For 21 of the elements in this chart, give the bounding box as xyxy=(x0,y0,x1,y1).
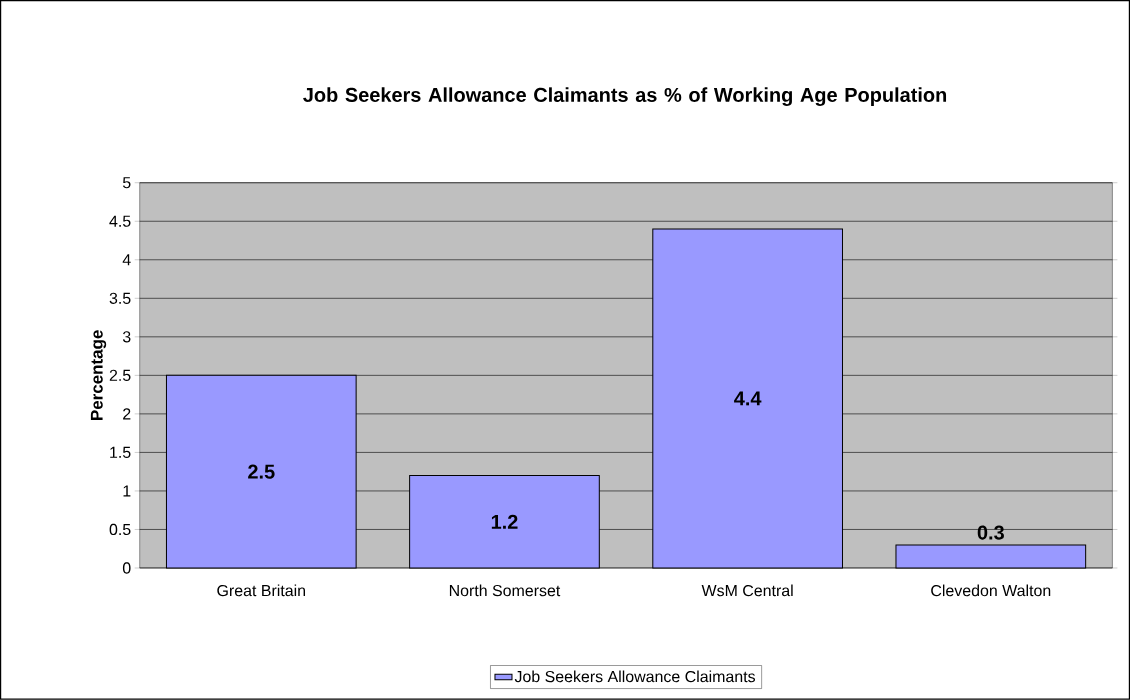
chart-title: Job Seekers Allowance Claimants as % of Working Age Population xyxy=(303,87,947,107)
x-tick-label: North Somerset xyxy=(449,584,561,597)
data-label: 1.2 xyxy=(491,514,518,529)
y-tick-label: 2 xyxy=(123,408,131,420)
data-label: 4.4 xyxy=(734,391,762,406)
legend-label: Job Seekers Allowance Claimants xyxy=(514,670,756,683)
y-tick-label: 2.5 xyxy=(109,369,131,382)
y-tick-label: 4 xyxy=(122,254,131,266)
y-tick-label: 3 xyxy=(122,331,131,343)
data-label: 2.5 xyxy=(248,464,275,479)
y-axis-title: Percentage xyxy=(90,330,107,421)
y-tick-label: 0 xyxy=(122,562,131,574)
y-tick-label: 3.5 xyxy=(109,292,131,305)
y-tick-label: 1.5 xyxy=(110,447,131,459)
x-tick-label: WsM Central xyxy=(701,584,793,597)
y-tick-label: 5 xyxy=(122,177,131,189)
x-tick-label: Great Britain xyxy=(217,584,305,597)
y-tick-label: 1 xyxy=(123,485,131,497)
y-tick-label: 0.5 xyxy=(109,523,131,536)
x-tick-label: Clevedon Walton xyxy=(931,584,1051,597)
y-tick-label: 4.5 xyxy=(109,215,131,227)
